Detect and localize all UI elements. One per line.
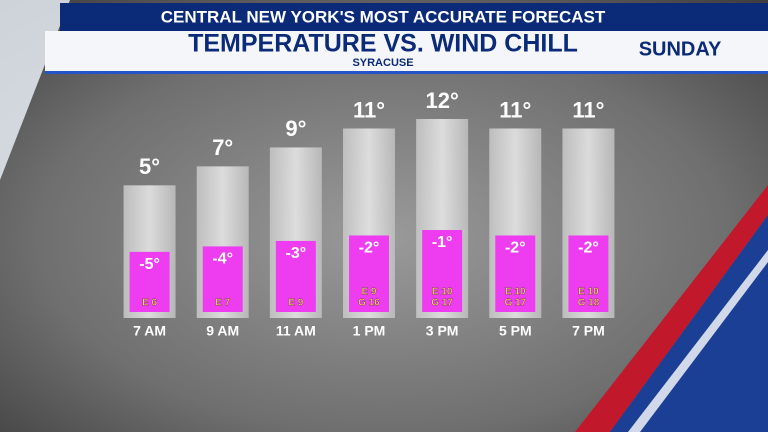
x-tick-label: 9 AM [206,323,239,339]
x-tick-label: 11 AM [276,323,316,339]
temperature-label: 11° [572,97,604,122]
wind-label: E 6 [142,298,157,309]
wind-label: E 7 [215,298,230,309]
wind-chill-bar [275,240,316,312]
wind-chill-bar [422,230,463,312]
title-underline [45,71,768,74]
temperature-label: 5° [139,154,160,179]
x-tick-label: 7 PM [572,323,605,339]
wind-chill-label: -1° [432,234,453,251]
wind-chill-label: -4° [212,251,233,268]
wind-chill-label: -3° [286,245,307,262]
wind-label: E 9 [288,298,303,309]
wind-chill-bar [349,235,389,312]
wind-chill-bar [129,251,170,312]
subtitle: SYRACUSE [352,57,413,69]
wind-chill-label: -2° [578,240,599,257]
wind-chill-label: -2° [359,240,380,257]
blue-stripe [610,215,768,432]
plot: 5° -5° E 6 7 AM 7° -4° E 7 9 AM 9° -3° E 9 11 AM 11°… [123,88,615,339]
x-tick-label: 5 PM [499,323,532,339]
x-tick-label: 3 PM [426,323,459,339]
wind-label: G 17 [504,298,526,309]
wind-chill-label: -5° [139,256,160,273]
red-stripe [575,185,768,432]
x-tick-label: 7 AM [133,323,166,339]
temperature-label: 11° [499,97,531,122]
temperature-label: 7° [212,135,233,160]
wind-label: G 16 [358,298,380,309]
wind-label: G 18 [578,298,600,309]
x-tick-label: 1 PM [353,323,386,339]
wind-chill-bar [202,246,243,312]
temperature-label: 11° [353,97,385,122]
wind-chill-bar [495,235,536,312]
wind-label: E 10 [432,287,453,298]
wind-label: E 10 [578,287,599,298]
wind-chill-bar [568,235,609,312]
temperature-label: 9° [285,116,306,141]
day: SUNDAY [639,38,722,60]
chart-title: TEMPERATURE VS. WIND CHILL [188,30,578,58]
wind-label: E 9 [361,287,376,298]
wind-label: G 17 [431,298,453,309]
temperature-label: 12° [426,88,459,113]
header: CENTRAL NEW YORK'S MOST ACCURATE FORECAS… [161,7,606,26]
wind-chill-label: -2° [505,240,526,257]
title-band [45,31,768,73]
wind-label: E 10 [505,287,526,298]
white-stripe [628,250,768,432]
header-band [60,3,768,31]
